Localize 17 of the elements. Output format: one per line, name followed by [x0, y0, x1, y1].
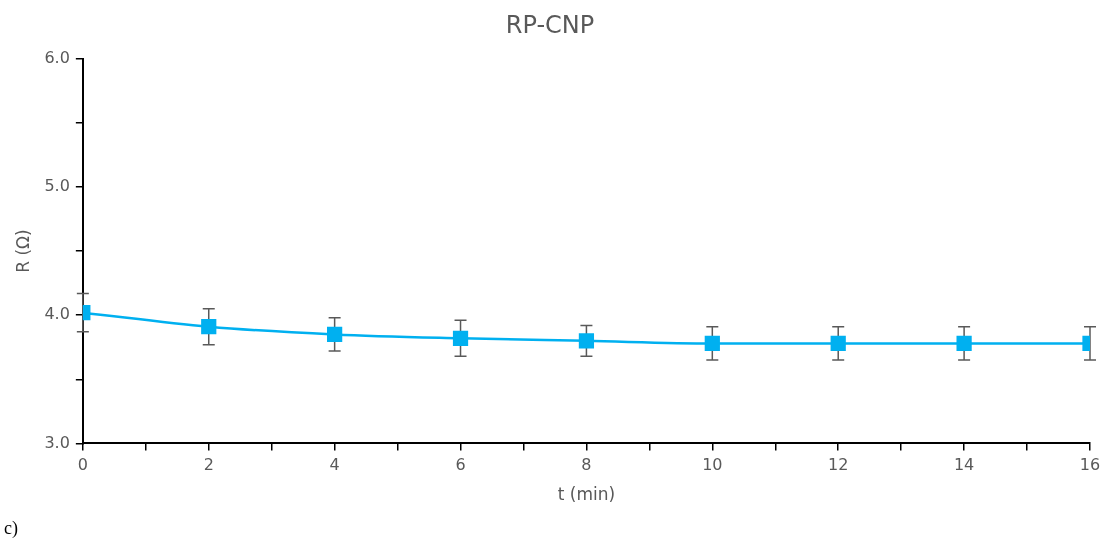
- x-tick-label: 14: [953, 455, 975, 475]
- x-tick-label: 2: [203, 455, 214, 475]
- x-tick-label: 4: [329, 455, 340, 475]
- text: c): [4, 518, 18, 539]
- x-tick-label: 16: [1079, 455, 1101, 475]
- x-tick-label: 10: [702, 455, 723, 475]
- y-axis-title: R (Ω): [12, 229, 33, 273]
- x-tick-label: 6: [455, 455, 466, 475]
- x-axis-title: t (min): [557, 484, 616, 505]
- y-tick-label: 6.0: [44, 47, 70, 67]
- x-tick-label: 12: [828, 455, 849, 475]
- y-tick-label: 4.0: [44, 304, 70, 324]
- x-tick-label: 8: [581, 455, 592, 475]
- y-tick-label: 5.0: [44, 176, 70, 196]
- y-tick-label: 3.0: [44, 432, 70, 452]
- x-tick-label: 0: [77, 455, 88, 475]
- chart-title: RP-CNP: [505, 10, 595, 39]
